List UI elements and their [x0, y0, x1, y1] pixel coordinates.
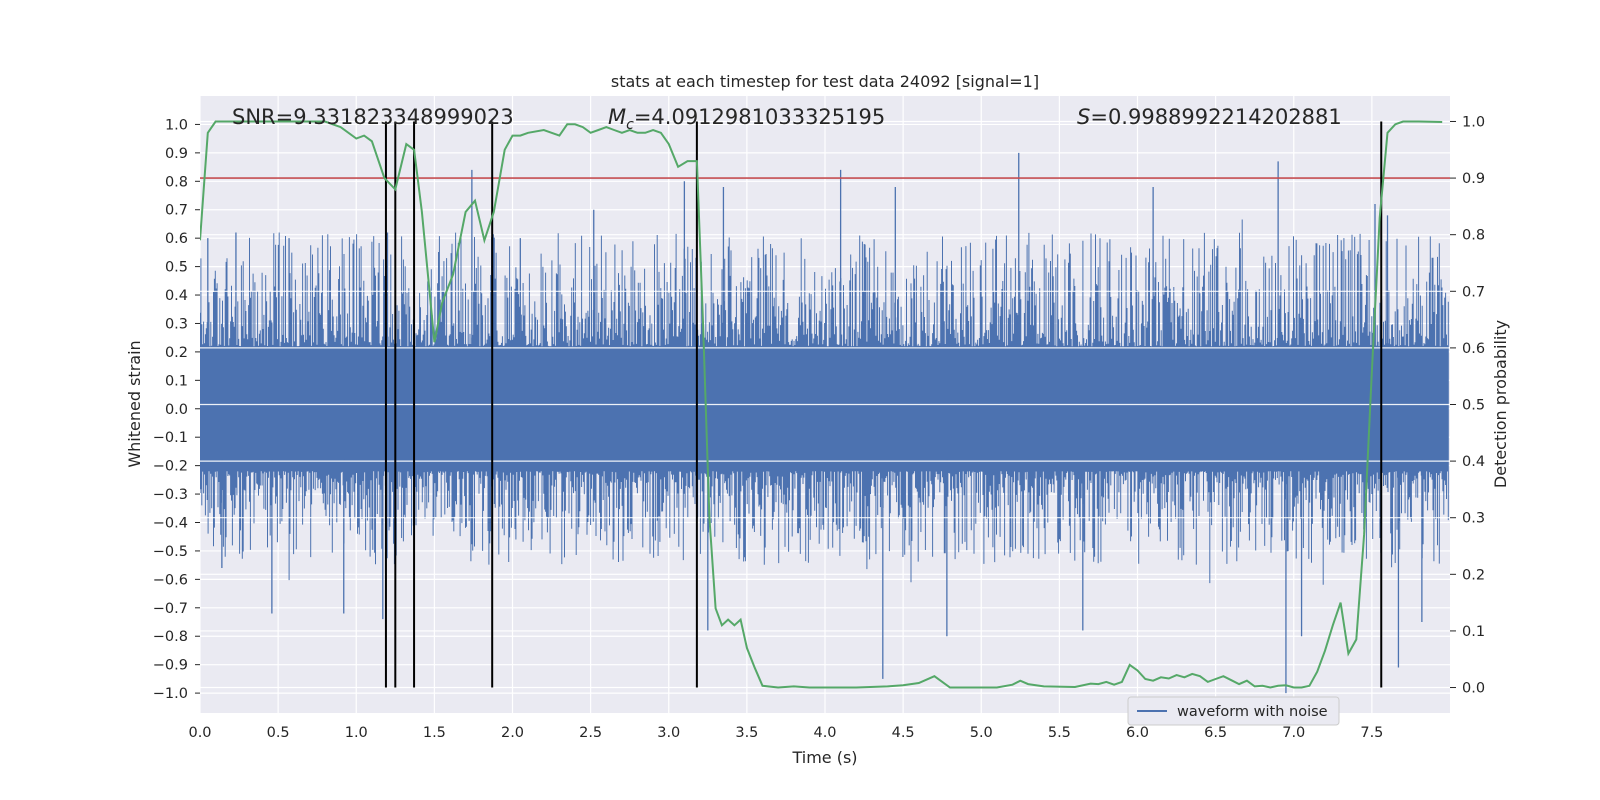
y-tick-label: −0.5	[153, 544, 188, 560]
chirp-mass-annotation: Mc=4.0912981033325195	[608, 105, 885, 133]
y2-tick-label: 0.4	[1462, 454, 1485, 470]
y2-tick-label: 0.9	[1462, 171, 1485, 187]
y-tick-label: 0.6	[165, 231, 188, 247]
chirp-mass-subscript: c	[626, 117, 634, 133]
legend: waveform with noise	[1127, 696, 1340, 726]
x-axis-label: Time (s)	[791, 748, 857, 767]
y-tick-label: −0.7	[153, 601, 188, 617]
x-tick-label: 4.5	[892, 725, 915, 741]
y-tick-label: 0.0	[165, 402, 188, 418]
y2-axis-label: Detection probability	[1491, 320, 1510, 488]
y-tick-label: 0.9	[165, 146, 188, 162]
y2-tick-label: 0.2	[1462, 567, 1485, 583]
y2-tick-label: 0.3	[1462, 511, 1485, 527]
x-tick-label: 6.5	[1204, 725, 1227, 741]
y-tick-label: −0.4	[153, 515, 188, 531]
y2-tick-label: 0.7	[1462, 284, 1485, 300]
x-tick-label: 5.0	[970, 725, 993, 741]
y-tick-label: −0.2	[153, 459, 188, 475]
x-tick-label: 0.0	[188, 725, 211, 741]
y-tick-label: 0.1	[165, 373, 188, 389]
y2-tick-label: 0.8	[1462, 228, 1485, 244]
x-tick-label: 3.0	[657, 725, 680, 741]
y-tick-label: −0.1	[153, 430, 188, 446]
x-tick-label: 7.0	[1282, 725, 1305, 741]
probability-line	[200, 120, 1443, 689]
y-tick-label: 0.4	[165, 288, 188, 304]
x-tick-label: 1.0	[345, 725, 368, 741]
y-tick-label: 0.3	[165, 316, 188, 332]
y-tick-label: 0.2	[165, 345, 188, 361]
s-value: =0.9988992214202881	[1090, 105, 1341, 129]
x-tick-label: 5.5	[1048, 725, 1071, 741]
x-tick-label: 2.0	[501, 725, 524, 741]
chirp-mass-symbol: M	[608, 105, 626, 129]
y2-tick-label: 0.0	[1462, 681, 1485, 697]
y-tick-label: 0.5	[165, 260, 188, 276]
waveform-core	[200, 351, 1449, 460]
y-tick-label: −0.9	[153, 658, 188, 674]
y-axis-ticks: −1.0 −0.9 −0.8 −0.7 −0.6 −0.5 −0.4 −0.3 −0.2 −0.1…	[153, 117, 200, 702]
x-tick-label: 3.5	[735, 725, 758, 741]
x-tick-label: 4.0	[813, 725, 836, 741]
y2-tick-label: 0.5	[1462, 398, 1485, 414]
s-annotation: S=0.9988992214202881	[1077, 105, 1342, 129]
y-tick-label: −0.8	[153, 629, 188, 645]
y-axis-label: Whitened strain	[125, 340, 144, 467]
snr-annotation: SNR=9.331823348999023	[232, 105, 514, 129]
y2-tick-label: 0.6	[1462, 341, 1485, 357]
y-tick-label: −0.3	[153, 487, 188, 503]
x-tick-label: 7.5	[1360, 725, 1383, 741]
y-tick-label: −1.0	[153, 686, 188, 702]
y-tick-label: 1.0	[165, 117, 188, 133]
x-tick-label: 1.5	[423, 725, 446, 741]
x-tick-label: 6.0	[1126, 725, 1149, 741]
x-tick-label: 0.5	[267, 725, 290, 741]
legend-box	[1127, 696, 1340, 726]
y-tick-label: −0.6	[153, 572, 188, 588]
y2-tick-label: 1.0	[1462, 114, 1485, 130]
legend-label: waveform with noise	[1177, 704, 1328, 720]
y2-axis-ticks: 0.0 0.1 0.2 0.3 0.4 0.5 0.6 0.7 0.8 0.9 1.0	[1450, 114, 1485, 697]
s-symbol: S	[1077, 105, 1090, 129]
chart-title: stats at each timestep for test data 240…	[611, 72, 1039, 91]
y2-tick-label: 0.1	[1462, 624, 1485, 640]
probability-series	[200, 120, 1443, 689]
x-tick-label: 2.5	[579, 725, 602, 741]
chirp-mass-value: =4.0912981033325195	[634, 105, 885, 129]
y-tick-label: 0.7	[165, 203, 188, 219]
y-tick-label: 0.8	[165, 174, 188, 190]
waveform-series	[200, 152, 1450, 694]
x-axis-ticks: 0.0 0.5 1.0 1.5 2.0 2.5 3.0 3.5 4.0 4.5 5.0 5.5 6.0 6…	[188, 725, 1383, 741]
